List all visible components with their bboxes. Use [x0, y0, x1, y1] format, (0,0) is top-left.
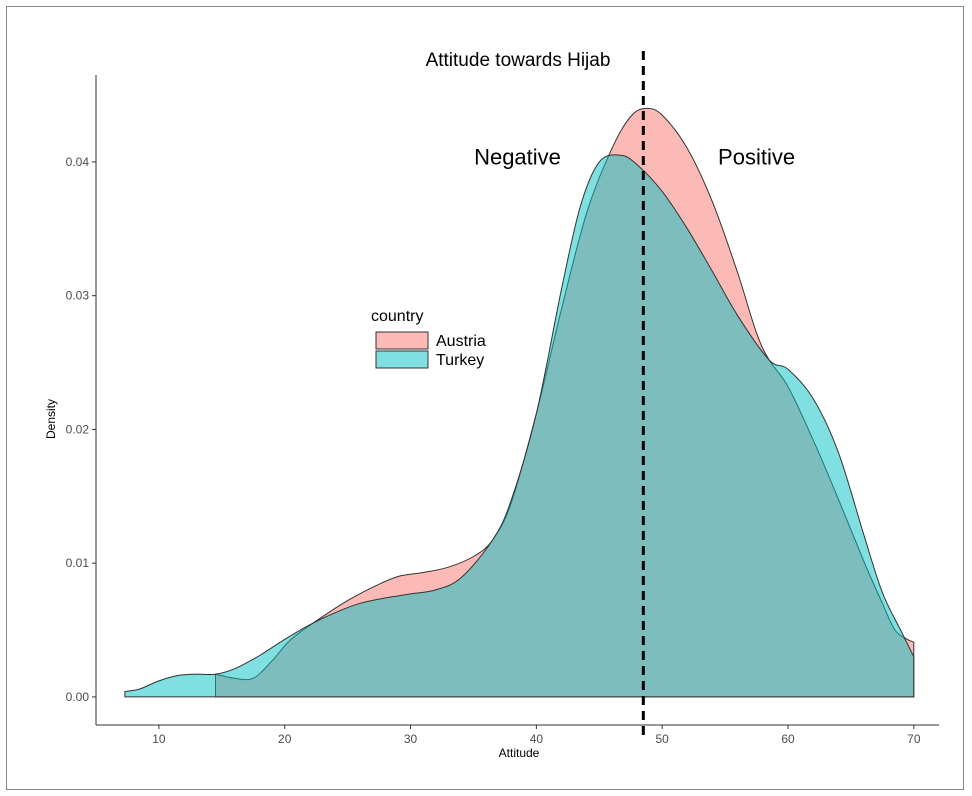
density-area-turkey	[124, 154, 915, 698]
x-axis-title: Attitude	[499, 746, 540, 760]
x-tick-label: 40	[530, 732, 544, 746]
x-tick-label: 20	[278, 732, 292, 746]
y-tick-label: 0.04	[66, 155, 90, 169]
x-tick-label: 30	[404, 732, 418, 746]
y-tick-label: 0.02	[66, 422, 90, 436]
chart-annotations: Negative Positive	[474, 145, 795, 170]
y-tick-label: 0.03	[66, 289, 90, 303]
legend-label-turkey: Turkey	[436, 352, 484, 369]
density-chart: Attitude towards Hijab 10 20 30 40 50 60 70 0.…	[44, 50, 939, 760]
x-tick-label: 50	[656, 732, 670, 746]
figure-frame: Attitude towards Hijab 10 20 30 40 50 60 70 0.…	[6, 6, 964, 790]
legend-key-turkey	[375, 350, 429, 369]
annotation-positive: Positive	[718, 145, 795, 170]
legend-title: country	[371, 308, 423, 325]
annotation-negative: Negative	[474, 145, 561, 170]
x-tick-label: 60	[781, 732, 795, 746]
y-tick-label: 0.00	[66, 690, 90, 704]
y-tick-label: 0.01	[66, 556, 90, 570]
legend-label-austria: Austria	[436, 333, 486, 350]
x-axis-ticks: 10 20 30 40 50 60 70	[152, 725, 921, 746]
y-axis-ticks: 0.00 0.01 0.02 0.03 0.04	[66, 155, 96, 704]
x-tick-label: 10	[152, 732, 166, 746]
chart-title: Attitude towards Hijab	[426, 50, 611, 71]
legend-key-austria	[375, 331, 429, 350]
legend-items: Austria Turkey	[375, 331, 486, 369]
y-axis-title: Density	[44, 399, 58, 439]
plot-area	[124, 51, 915, 737]
x-tick-label: 70	[907, 732, 921, 746]
legend: country Austria Turkey	[371, 308, 486, 369]
